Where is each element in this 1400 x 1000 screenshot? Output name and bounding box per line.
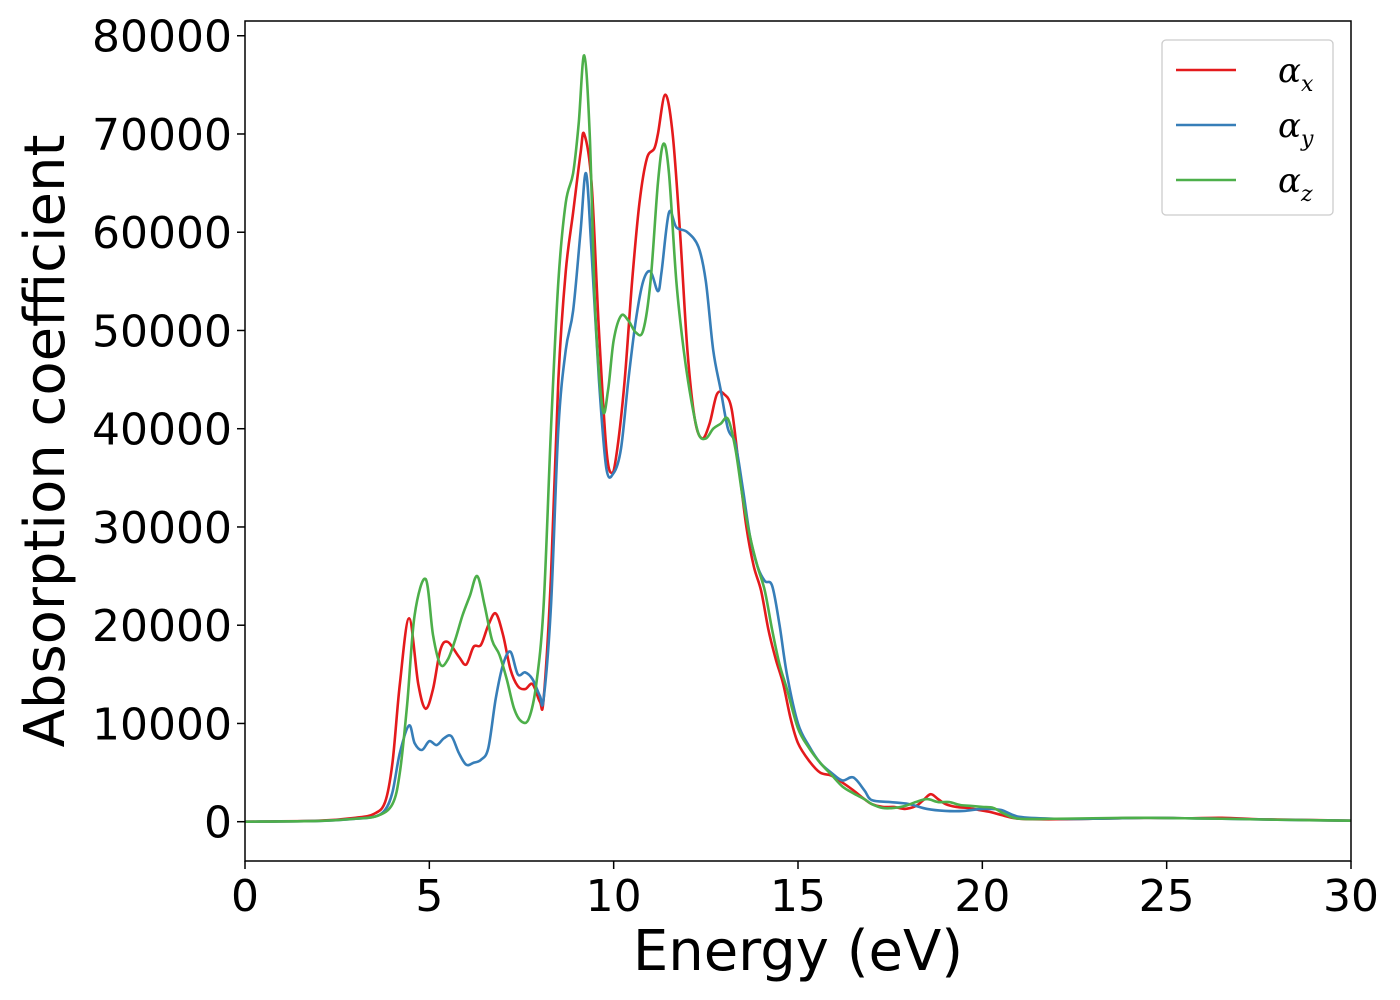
y-tick-label: 10000 xyxy=(92,699,232,750)
series-line-z xyxy=(245,54,1351,823)
y-tick-label: 80000 xyxy=(92,12,232,63)
x-tick-label: 0 xyxy=(231,871,259,922)
x-tick-label: 5 xyxy=(415,871,443,922)
x-tick-label: 25 xyxy=(1139,871,1195,922)
x-tick-label: 15 xyxy=(770,871,826,922)
y-tick-label: 30000 xyxy=(92,503,232,554)
x-axis-label: Energy (eV) xyxy=(633,919,963,984)
y-tick-label: 0 xyxy=(204,798,232,849)
legend: αx αy αz xyxy=(1161,39,1334,216)
legend-label-x: αx xyxy=(1278,51,1314,97)
x-tick-label: 10 xyxy=(586,871,642,922)
y-tick-label: 60000 xyxy=(92,208,232,259)
legend-label-z: αz xyxy=(1278,161,1313,207)
series-line-x xyxy=(245,93,1351,823)
series-line-y xyxy=(245,171,1351,823)
y-tick-label: 20000 xyxy=(92,601,232,652)
y-tick-label: 40000 xyxy=(92,405,232,456)
y-axis-ticks: 0 10000 20000 30000 40000 50000 60000 70000 8000… xyxy=(92,12,245,849)
legend-box xyxy=(1161,39,1334,216)
x-tick-label: 20 xyxy=(954,871,1010,922)
y-axis-label: Absorption coefficient xyxy=(13,135,78,748)
x-axis-ticks: 0 5 10 15 20 25 30 xyxy=(231,861,1379,922)
y-tick-label: 50000 xyxy=(92,306,232,357)
x-tick-label: 30 xyxy=(1323,871,1379,922)
y-tick-label: 70000 xyxy=(92,110,232,161)
legend-label-y: αy xyxy=(1278,106,1314,152)
plot-lines xyxy=(245,54,1351,823)
